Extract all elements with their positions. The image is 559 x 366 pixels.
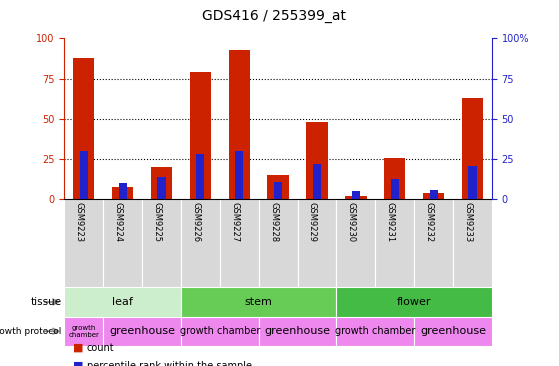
Text: greenhouse: greenhouse xyxy=(264,326,330,336)
Text: ■: ■ xyxy=(73,343,83,353)
Text: GSM9233: GSM9233 xyxy=(463,202,472,242)
Bar xyxy=(235,151,243,199)
Bar xyxy=(313,164,321,199)
Bar xyxy=(414,199,453,287)
Bar xyxy=(64,287,181,317)
Text: GSM9226: GSM9226 xyxy=(191,202,200,242)
Bar xyxy=(220,199,259,287)
Text: greenhouse: greenhouse xyxy=(420,326,486,336)
Bar xyxy=(267,175,289,199)
Text: flower: flower xyxy=(397,297,432,307)
Bar xyxy=(190,72,211,199)
Text: growth chamber: growth chamber xyxy=(335,326,415,336)
Bar xyxy=(337,287,492,317)
Text: leaf: leaf xyxy=(112,297,133,307)
Bar xyxy=(345,196,367,199)
Text: GSM9225: GSM9225 xyxy=(153,202,162,242)
Text: count: count xyxy=(87,343,114,353)
Bar xyxy=(306,122,328,199)
Bar xyxy=(103,199,142,287)
Text: tissue: tissue xyxy=(30,297,61,307)
Text: greenhouse: greenhouse xyxy=(109,326,175,336)
Bar xyxy=(103,317,181,346)
Text: growth protocol: growth protocol xyxy=(0,327,61,336)
Bar xyxy=(337,199,375,287)
Text: GSM9228: GSM9228 xyxy=(269,202,278,242)
Bar xyxy=(384,158,405,199)
Text: stem: stem xyxy=(245,297,273,307)
Bar xyxy=(375,199,414,287)
Bar xyxy=(468,166,476,199)
Bar xyxy=(181,317,259,346)
Bar xyxy=(158,177,165,199)
Bar xyxy=(297,199,337,287)
Bar xyxy=(181,199,220,287)
Bar xyxy=(64,199,103,287)
Bar xyxy=(151,167,172,199)
Text: GSM9229: GSM9229 xyxy=(308,202,317,242)
Bar xyxy=(259,317,337,346)
Bar xyxy=(429,190,438,199)
Text: GDS416 / 255399_at: GDS416 / 255399_at xyxy=(202,10,346,23)
Bar xyxy=(352,191,360,199)
Text: GSM9232: GSM9232 xyxy=(425,202,434,242)
Bar xyxy=(80,151,88,199)
Text: GSM9224: GSM9224 xyxy=(113,202,122,242)
Bar xyxy=(414,317,492,346)
Text: ■: ■ xyxy=(73,361,83,366)
Bar xyxy=(274,182,282,199)
Bar xyxy=(462,98,483,199)
Text: GSM9230: GSM9230 xyxy=(347,202,356,242)
Bar xyxy=(142,199,181,287)
Bar xyxy=(181,287,337,317)
Bar xyxy=(196,154,205,199)
Bar xyxy=(229,50,250,199)
Bar xyxy=(73,58,94,199)
Text: GSM9227: GSM9227 xyxy=(230,202,239,242)
Text: GSM9231: GSM9231 xyxy=(386,202,395,242)
Bar xyxy=(453,199,492,287)
Text: GSM9223: GSM9223 xyxy=(75,202,84,242)
Bar xyxy=(423,193,444,199)
Bar xyxy=(119,183,127,199)
Bar xyxy=(259,199,297,287)
Bar xyxy=(337,317,414,346)
Bar xyxy=(391,179,399,199)
Bar xyxy=(64,317,103,346)
Bar xyxy=(112,187,133,199)
Text: percentile rank within the sample: percentile rank within the sample xyxy=(87,361,252,366)
Text: growth chamber: growth chamber xyxy=(179,326,260,336)
Text: growth
chamber: growth chamber xyxy=(68,325,99,338)
